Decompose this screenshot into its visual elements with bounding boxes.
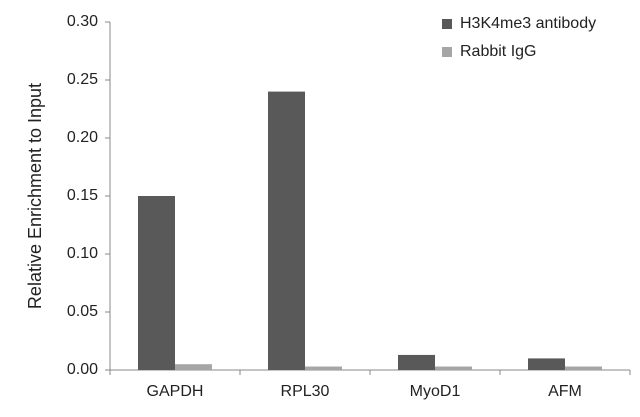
bar bbox=[138, 196, 175, 370]
legend-swatch bbox=[442, 47, 452, 57]
y-axis-label: Relative Enrichment to Input bbox=[25, 83, 45, 309]
bar bbox=[528, 358, 565, 370]
y-tick-label: 0.15 bbox=[67, 187, 98, 204]
legend-label: H3K4me3 antibody bbox=[460, 15, 596, 32]
x-tick-label: GAPDH bbox=[147, 383, 204, 400]
bar bbox=[268, 91, 305, 370]
y-tick-label: 0.00 bbox=[67, 361, 98, 378]
x-tick-label: AFM bbox=[548, 383, 582, 400]
bar bbox=[398, 354, 435, 370]
y-tick-label: 0.10 bbox=[67, 245, 98, 262]
x-tick-label: MyoD1 bbox=[410, 383, 461, 400]
bar bbox=[435, 366, 472, 370]
y-tick-label: 0.30 bbox=[67, 13, 98, 30]
y-tick-label: 0.05 bbox=[67, 303, 98, 320]
y-tick-label: 0.25 bbox=[67, 71, 98, 88]
legend-label: Rabbit IgG bbox=[460, 43, 536, 60]
bar bbox=[305, 366, 342, 370]
x-tick-label: RPL30 bbox=[281, 383, 330, 400]
bar bbox=[565, 366, 602, 370]
bar bbox=[175, 364, 212, 370]
y-tick-label: 0.20 bbox=[67, 129, 98, 146]
legend-swatch bbox=[442, 19, 452, 29]
